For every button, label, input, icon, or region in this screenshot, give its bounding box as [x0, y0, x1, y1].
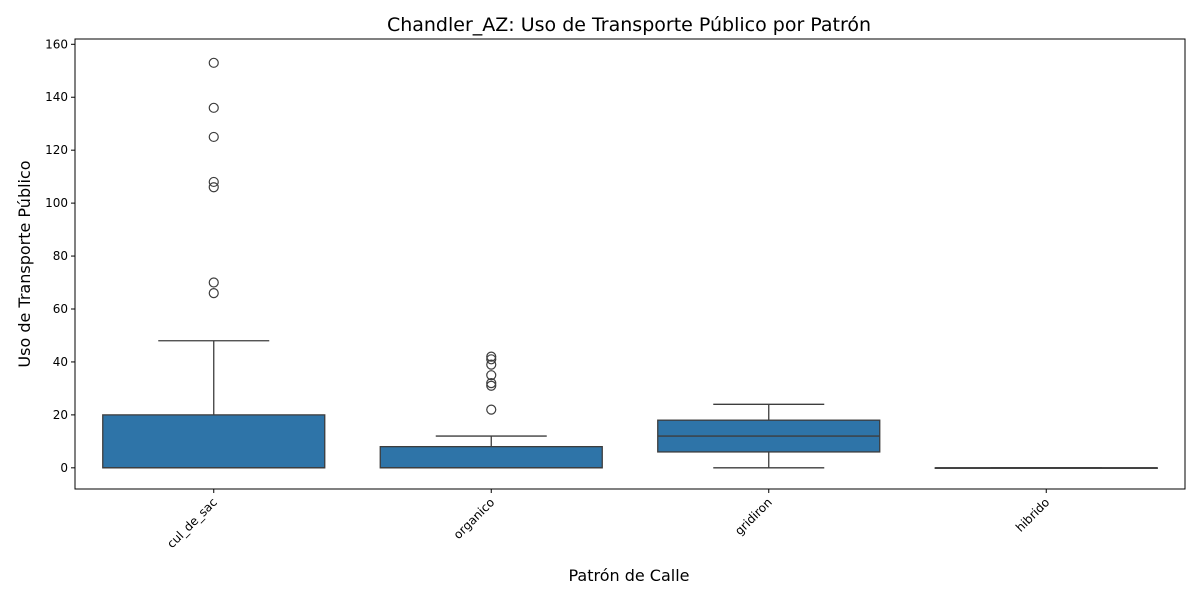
outlier-point — [486, 370, 497, 381]
chart-title: Chandler_AZ: Uso de Transporte Público p… — [387, 14, 871, 36]
outlier-point — [486, 359, 497, 370]
outlier-point — [208, 288, 219, 299]
outlier-point — [208, 102, 219, 113]
x-tick-label: hibrido — [1013, 495, 1052, 534]
outlier-point — [208, 131, 219, 143]
outlier-point — [486, 378, 497, 389]
box-iqr — [102, 414, 326, 469]
x-tick-label: organico — [451, 495, 498, 542]
y-tick-label: 120 — [45, 143, 68, 157]
x-axis-title: Patrón de Calle — [568, 566, 689, 585]
outlier-point — [486, 404, 497, 415]
box-gridiron — [657, 403, 881, 469]
y-axis-title: Uso de Transporte Público — [15, 160, 34, 367]
y-tick-label: 60 — [53, 302, 68, 316]
x-tick-label: cul_de_sac — [164, 495, 220, 551]
box-iqr — [379, 445, 603, 469]
outlier-point — [208, 176, 219, 188]
plot-frame — [74, 38, 1186, 490]
outlier-point — [486, 351, 497, 362]
box-cul_de_sac — [102, 57, 326, 469]
y-tick-label: 140 — [45, 90, 68, 104]
y-tick-label: 40 — [53, 355, 68, 369]
outlier-point — [208, 277, 219, 288]
y-tick-label: 160 — [45, 37, 68, 51]
outlier-point — [486, 354, 497, 365]
y-tick-label: 100 — [45, 196, 68, 210]
plot-area — [102, 57, 1158, 469]
x-tick-label: gridiron — [732, 495, 775, 538]
y-tick-label: 80 — [53, 249, 68, 263]
y-tick-label: 0 — [60, 461, 68, 475]
y-tick-label: 20 — [53, 408, 68, 422]
outlier-point — [208, 182, 219, 193]
y-axis: 0 20 40 60 80 100 120 140 160 — [45, 37, 75, 475]
outlier-point — [208, 57, 219, 68]
box-hibrido — [934, 467, 1158, 469]
x-axis: cul_de_sac organico gridiron hibrido — [164, 489, 1052, 551]
outlier-point — [486, 380, 497, 391]
box-organico — [379, 351, 603, 469]
